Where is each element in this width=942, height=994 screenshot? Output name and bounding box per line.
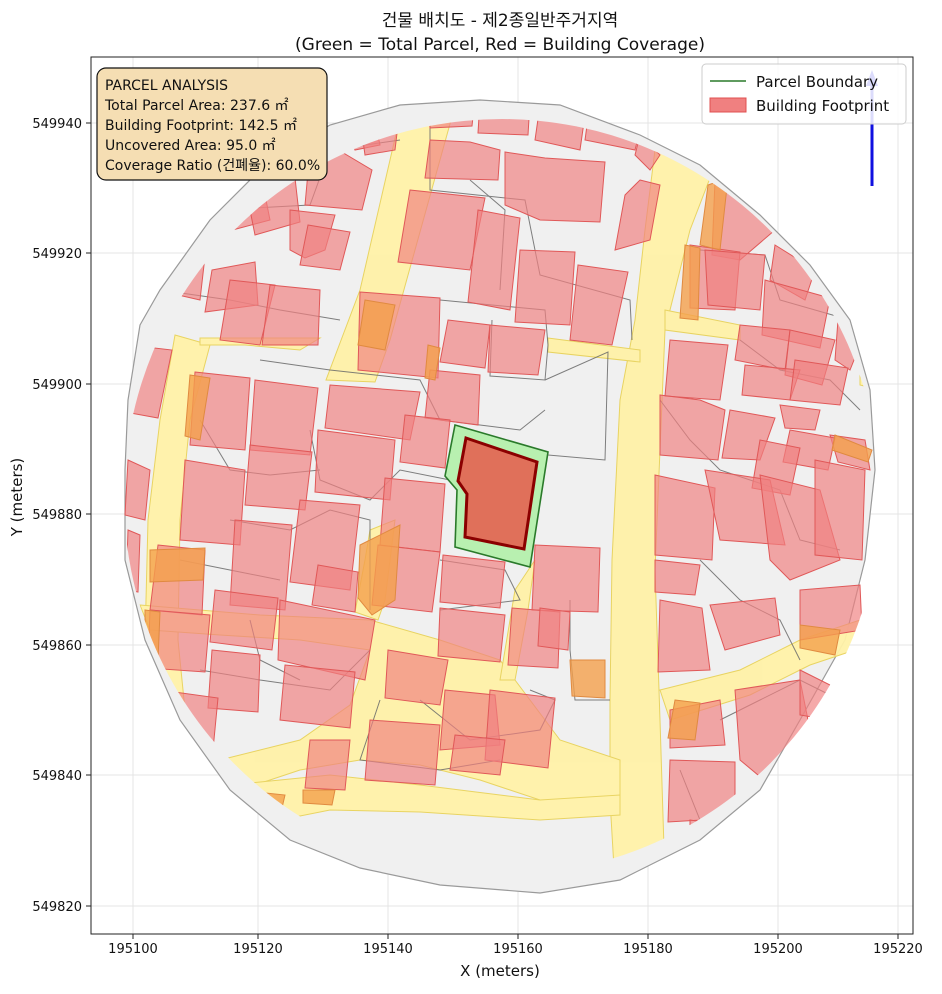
- legend-building-swatch: [709, 97, 747, 113]
- x-tick-label: 195220: [873, 942, 923, 957]
- building-footprint: [207, 649, 261, 713]
- building-footprint: [537, 607, 571, 651]
- building-footprint: [397, 189, 486, 271]
- y-tick-label: 549920: [32, 247, 82, 262]
- building-overlap-road: [149, 547, 206, 583]
- building-footprint: [449, 734, 506, 776]
- building-footprint: [659, 394, 726, 461]
- x-axis-label: X (meters): [460, 962, 540, 980]
- building-overlap-road: [424, 344, 441, 381]
- parcel-analysis-box: PARCEL ANALYSIS Total Parcel Area: 237.6…: [96, 67, 328, 181]
- info-footprint: Building Footprint: 142.5 ㎡: [105, 118, 297, 134]
- building-footprint: [249, 379, 319, 456]
- info-total-area: Total Parcel Area: 237.6 ㎡: [104, 98, 289, 114]
- info-box-background: [96, 67, 328, 181]
- building-footprint: [664, 339, 729, 401]
- y-tick-label: 549820: [32, 900, 82, 915]
- plot-frame: [90, 56, 914, 935]
- building-footprint: [279, 664, 356, 729]
- building-footprint: [709, 597, 781, 651]
- building-footprint: [531, 544, 601, 613]
- building-footprint: [311, 564, 359, 613]
- building-footprint: [364, 719, 441, 786]
- building-overlap-road: [799, 624, 841, 656]
- building-footprint: [439, 554, 506, 609]
- building-overlap-road: [569, 659, 606, 699]
- building-overlap-road: [184, 374, 211, 441]
- y-axis-ticks: 549940 549920 549900 549880 549860 549840 5498…: [32, 117, 91, 915]
- building-footprint: [424, 139, 501, 181]
- building-footprint: [487, 324, 546, 376]
- building-overlap-road: [302, 789, 336, 806]
- building-footprint: [654, 474, 716, 561]
- building-footprint: [779, 404, 821, 431]
- building-overlap-road: [357, 299, 396, 351]
- info-uncovered: Uncovered Area: 95.0 ㎡: [105, 138, 276, 154]
- building-footprint: [614, 179, 661, 251]
- building-footprint: [439, 319, 491, 369]
- building-overlap-road: [357, 524, 401, 616]
- x-tick-label: 195180: [623, 942, 673, 957]
- building-footprints: [124, 119, 873, 871]
- figure-title-line1: 건물 배치도 - 제2종일반주거지역: [382, 11, 618, 31]
- building-footprint: [399, 414, 451, 469]
- x-tick-label: 195120: [233, 942, 283, 957]
- building-footprint: [789, 359, 849, 406]
- y-tick-label: 549900: [32, 378, 82, 393]
- lot-line: [544, 351, 609, 461]
- building-footprint: [654, 559, 701, 596]
- building-footprint: [124, 459, 151, 521]
- building-overlap-road: [667, 699, 701, 741]
- legend-frame: [701, 63, 907, 125]
- info-coverage: Coverage Ratio (건폐율): 60.0%: [105, 158, 320, 174]
- building-footprint: [504, 151, 606, 223]
- building-footprint: [277, 599, 376, 681]
- building-footprint: [467, 209, 521, 311]
- building-footprint: [514, 249, 576, 326]
- x-axis-ticks: 195100 195120 195140 195160 195180 195200 1952…: [108, 934, 923, 957]
- building-footprint: [534, 119, 586, 151]
- building-footprint: [704, 249, 766, 311]
- y-tick-label: 549840: [32, 769, 82, 784]
- building-footprint: [261, 284, 321, 346]
- selected-building[interactable]: [456, 436, 539, 551]
- x-tick-label: 195160: [493, 942, 543, 957]
- building-footprint: [569, 264, 629, 346]
- building-overlap-road: [679, 244, 701, 321]
- legend-building-label: Building Footprint: [756, 97, 889, 115]
- legend-parcel-label: Parcel Boundary: [756, 73, 878, 91]
- figure-title-line2: (Green = Total Parcel, Red = Building Co…: [295, 35, 705, 55]
- building-footprint: [384, 649, 449, 706]
- building-footprint: [424, 369, 481, 426]
- building-overlap-road: [831, 434, 873, 463]
- building-footprint: [304, 739, 351, 791]
- road-segment: [325, 119, 459, 383]
- y-axis-label: Y (meters): [8, 458, 26, 538]
- x-tick-label: 195100: [108, 942, 158, 957]
- x-tick-label: 195200: [753, 942, 803, 957]
- info-box-heading: PARCEL ANALYSIS: [105, 78, 228, 94]
- legend: Parcel Boundary Building Footprint: [701, 63, 907, 125]
- building-footprint: [314, 429, 396, 501]
- building-footprint: [219, 279, 276, 346]
- building-footprint: [657, 599, 711, 673]
- building-footprint: [814, 459, 866, 561]
- y-tick-label: 549940: [32, 117, 82, 132]
- y-tick-label: 549860: [32, 639, 82, 654]
- building-footprint: [299, 224, 351, 271]
- x-tick-label: 195140: [363, 942, 413, 957]
- building-footprint: [209, 589, 279, 651]
- building-footprint: [477, 119, 531, 136]
- y-tick-label: 549880: [32, 508, 82, 523]
- building-footprint: [437, 607, 506, 663]
